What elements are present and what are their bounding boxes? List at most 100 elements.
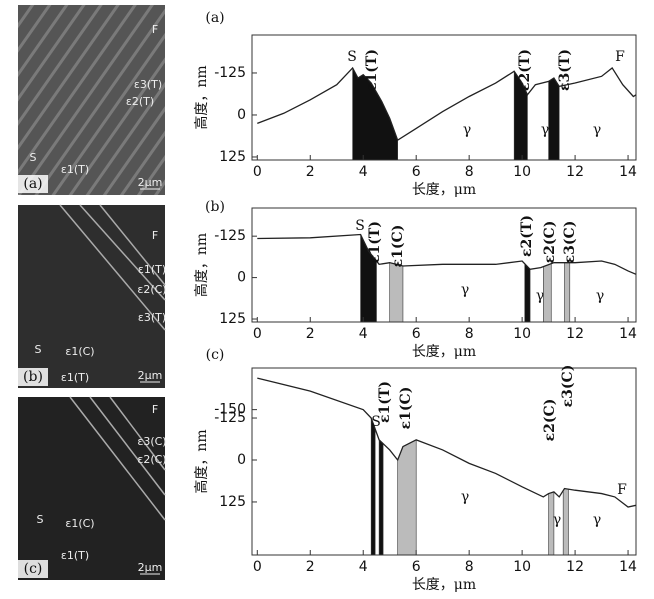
x-tick-label: 14 — [619, 559, 637, 575]
micrograph-label: ε2(C) — [137, 453, 166, 466]
label-bg — [18, 175, 48, 193]
x-tick-label: 2 — [306, 326, 315, 342]
panel-label: (b) — [23, 369, 43, 385]
y-tick-label: 125 — [219, 494, 246, 510]
phase-region — [378, 439, 384, 556]
y-axis-label: 高度，nm — [193, 429, 210, 493]
annotation: ε1(T) — [377, 381, 393, 423]
y-axis-label: 高度，nm — [193, 233, 210, 297]
annotation: γ — [596, 288, 604, 304]
x-tick-label: 8 — [465, 559, 474, 575]
y-tick-label: -125 — [214, 410, 246, 426]
micrograph-label: ε2(T) — [126, 95, 154, 108]
annotation: ε1(C) — [390, 225, 406, 268]
annotation: ε2(T) — [519, 215, 535, 257]
x-tick-label: 14 — [619, 164, 637, 180]
micrograph-label: ε2(C) — [137, 283, 166, 296]
x-axis-label: 长度，μm — [412, 182, 476, 198]
annotation: γ — [593, 512, 601, 528]
annotation: γ — [461, 282, 469, 298]
micrograph-label: ε1(C) — [65, 345, 94, 358]
x-tick-label: 6 — [412, 164, 421, 180]
annotation: ε1(C) — [398, 387, 414, 430]
micrograph-label: ε1(T) — [61, 371, 89, 384]
plot-frame — [251, 367, 637, 556]
x-tick-label: 10 — [513, 326, 531, 342]
micrograph-label: ε3(T) — [138, 311, 166, 324]
micrograph-label: F — [152, 403, 158, 416]
panel-label: (b) — [205, 199, 225, 215]
x-tick-label: 8 — [465, 164, 474, 180]
y-tick-label: -125 — [214, 228, 246, 244]
phase-region — [564, 262, 571, 323]
annotation: ε1(T) — [367, 221, 383, 263]
x-tick-label: 10 — [513, 559, 531, 575]
annotation: S — [371, 414, 381, 430]
label-bg — [18, 560, 48, 578]
x-tick-label: 12 — [566, 559, 584, 575]
micrograph-label: F — [152, 23, 158, 36]
micrograph-label: S — [35, 343, 42, 356]
phase-region — [370, 417, 376, 556]
label-bg — [18, 368, 48, 386]
micrograph-label: F — [152, 229, 158, 242]
plot-frame — [251, 207, 637, 323]
annotation: γ — [553, 512, 561, 528]
annotation: ε2(C) — [542, 399, 558, 442]
x-tick-label: 10 — [513, 164, 531, 180]
annotation: γ — [461, 489, 469, 505]
scale-label: 2μm — [138, 369, 163, 382]
x-tick-label: 0 — [253, 326, 262, 342]
phase-region — [562, 488, 569, 556]
profile-line — [257, 66, 637, 142]
x-tick-label: 4 — [359, 326, 368, 342]
micrograph-label: S — [37, 513, 44, 526]
x-tick-label: 4 — [359, 164, 368, 180]
y-tick-label: 0 — [237, 107, 246, 123]
x-axis-label: 长度，μm — [412, 344, 476, 360]
annotation: ε1(T) — [364, 49, 380, 91]
annotation: γ — [593, 122, 601, 138]
x-tick-label: 6 — [412, 326, 421, 342]
micrograph-label: ε1(T) — [138, 263, 166, 276]
panel-label: (a) — [205, 10, 224, 26]
micrograph-label: S — [30, 151, 37, 164]
x-tick-label: 0 — [253, 164, 262, 180]
phase-region — [524, 263, 531, 323]
micrograph-bands — [59, 204, 166, 521]
x-tick-label: 2 — [306, 164, 315, 180]
phase-region — [389, 262, 404, 323]
y-tick-label: 125 — [219, 311, 246, 327]
y-tick-label: 0 — [237, 270, 246, 286]
annotation: S — [355, 218, 365, 234]
profile-line — [257, 377, 637, 508]
plot-frame — [251, 34, 637, 161]
phase-region — [543, 263, 552, 323]
annotation: ε2(C) — [542, 221, 558, 264]
annotation: F — [617, 482, 627, 498]
profile-line — [257, 233, 637, 275]
y-tick-label: -125 — [214, 65, 246, 81]
annotation: ε3(C) — [560, 365, 576, 408]
panel-label: (a) — [23, 176, 42, 192]
x-tick-label: 12 — [566, 164, 584, 180]
x-axis-label: 长度，μm — [412, 577, 476, 593]
x-tick-label: 4 — [359, 559, 368, 575]
micrograph-label: ε3(T) — [134, 78, 162, 91]
y-tick-label: 125 — [219, 149, 246, 165]
scale-label: 2μm — [138, 176, 163, 189]
x-tick-label: 14 — [619, 326, 637, 342]
annotation: ε3(C) — [562, 221, 578, 264]
x-tick-label: 0 — [253, 559, 262, 575]
annotation: S — [347, 49, 357, 65]
panel-label: (c) — [24, 561, 43, 577]
annotation: ε3(T) — [557, 49, 573, 91]
annotation: γ — [463, 122, 471, 138]
micrograph-label: ε3(C) — [137, 435, 166, 448]
phase-region — [397, 439, 417, 556]
annotation: F — [615, 49, 625, 65]
annotation: ε2(T) — [517, 49, 533, 91]
micrograph-label: ε1(T) — [61, 163, 89, 176]
